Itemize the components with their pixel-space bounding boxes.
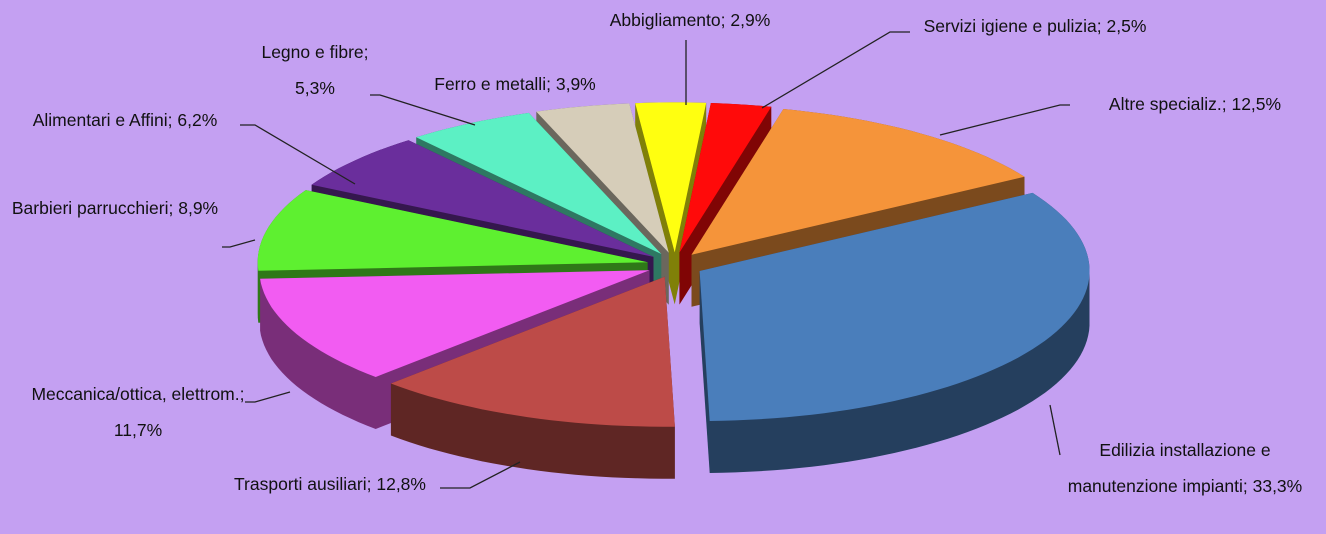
slice (691, 109, 1025, 255)
leader-line (761, 31, 910, 109)
slice (699, 192, 1090, 421)
data-label: Abbigliamento; 2,9% (609, 10, 771, 30)
leader-line (245, 391, 291, 403)
slice (311, 140, 654, 257)
leader-line (370, 94, 476, 126)
slice (257, 190, 648, 271)
slice (679, 103, 772, 253)
leader-lines (222, 31, 1070, 489)
data-label: Legno e fibre; 5,3% (261, 42, 369, 98)
slice (390, 276, 675, 427)
leader-line (240, 124, 356, 185)
slice (635, 102, 707, 253)
data-label: Barbieri parrucchieri; 8,9% (11, 198, 219, 218)
data-label: Ferro e metalli; 3,9% (434, 74, 596, 94)
leader-line (222, 239, 256, 248)
slice (416, 112, 662, 255)
data-label: Alimentari e Affini; 6,2% (32, 110, 218, 130)
leader-line (1049, 404, 1061, 456)
leader-line (440, 461, 521, 489)
data-label: Meccanica/ottica, elettrom.; 11,7% (31, 384, 245, 440)
leader-line (939, 104, 1070, 136)
data-label: Edilizia installazione e manutenzione im… (1067, 440, 1303, 496)
data-label: Servizi igiene e pulizia; 2,5% (923, 16, 1147, 36)
slice (536, 103, 669, 253)
data-label: Altre specializ.; 12,5% (1108, 94, 1282, 114)
slice (260, 270, 650, 377)
data-label: Trasporti ausiliari; 12,8% (234, 474, 426, 494)
